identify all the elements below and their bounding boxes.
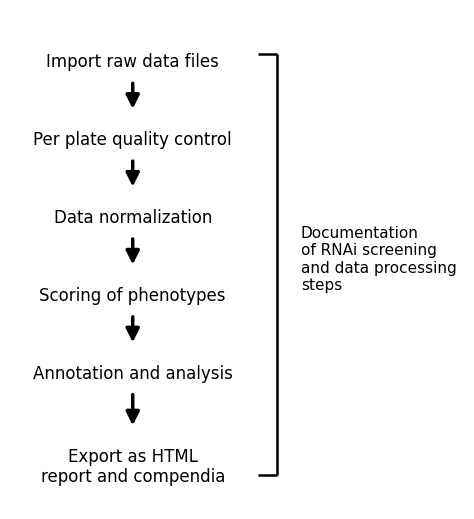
- Text: Scoring of phenotypes: Scoring of phenotypes: [39, 287, 226, 305]
- Text: Data normalization: Data normalization: [54, 209, 212, 227]
- Text: Import raw data files: Import raw data files: [46, 53, 219, 71]
- Text: Export as HTML
report and compendia: Export as HTML report and compendia: [41, 448, 225, 486]
- Text: Per plate quality control: Per plate quality control: [33, 131, 232, 149]
- Text: Annotation and analysis: Annotation and analysis: [33, 365, 233, 383]
- Text: Documentation
of RNAi screening
and data processing
steps: Documentation of RNAi screening and data…: [301, 226, 457, 293]
